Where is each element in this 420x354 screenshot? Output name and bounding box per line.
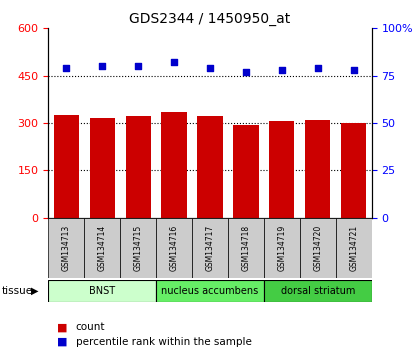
Bar [336,218,372,278]
Text: BNST: BNST [89,286,115,296]
Bar [192,218,228,278]
Bar [228,218,264,278]
Text: tissue: tissue [2,286,33,296]
Point [207,65,213,71]
Text: GSM134714: GSM134714 [98,225,107,271]
Bar [48,218,84,278]
Text: ▶: ▶ [31,286,39,296]
Bar [89,118,115,218]
Text: GDS2344 / 1450950_at: GDS2344 / 1450950_at [129,12,291,27]
Text: percentile rank within the sample: percentile rank within the sample [76,337,252,347]
Text: GSM134720: GSM134720 [313,225,322,271]
Text: ■: ■ [57,322,67,332]
Bar [126,116,151,218]
Bar [48,280,156,302]
Point [315,65,321,71]
Text: count: count [76,322,105,332]
Text: GSM134717: GSM134717 [205,225,215,271]
Point [243,69,249,75]
Bar [156,280,264,302]
Bar [234,125,259,218]
Point [135,63,142,69]
Point [278,67,285,73]
Text: GSM134721: GSM134721 [349,225,358,271]
Text: nucleus accumbens: nucleus accumbens [161,286,259,296]
Text: dorsal striatum: dorsal striatum [281,286,355,296]
Text: GSM134715: GSM134715 [134,225,143,271]
Point [171,59,177,65]
Bar [54,115,79,218]
Bar [341,123,366,218]
Text: GSM134718: GSM134718 [241,225,250,271]
Text: ■: ■ [57,337,67,347]
Point [63,65,70,71]
Text: GSM134713: GSM134713 [62,225,71,271]
Bar [300,218,336,278]
Bar [264,280,372,302]
Bar [269,121,294,218]
Point [350,67,357,73]
Text: GSM134719: GSM134719 [277,225,286,271]
Bar [156,218,192,278]
Text: GSM134716: GSM134716 [170,225,178,271]
Bar [120,218,156,278]
Point [99,63,105,69]
Bar [197,116,223,218]
Bar [84,218,120,278]
Bar [264,218,300,278]
Bar [162,112,186,218]
Bar [305,120,331,218]
